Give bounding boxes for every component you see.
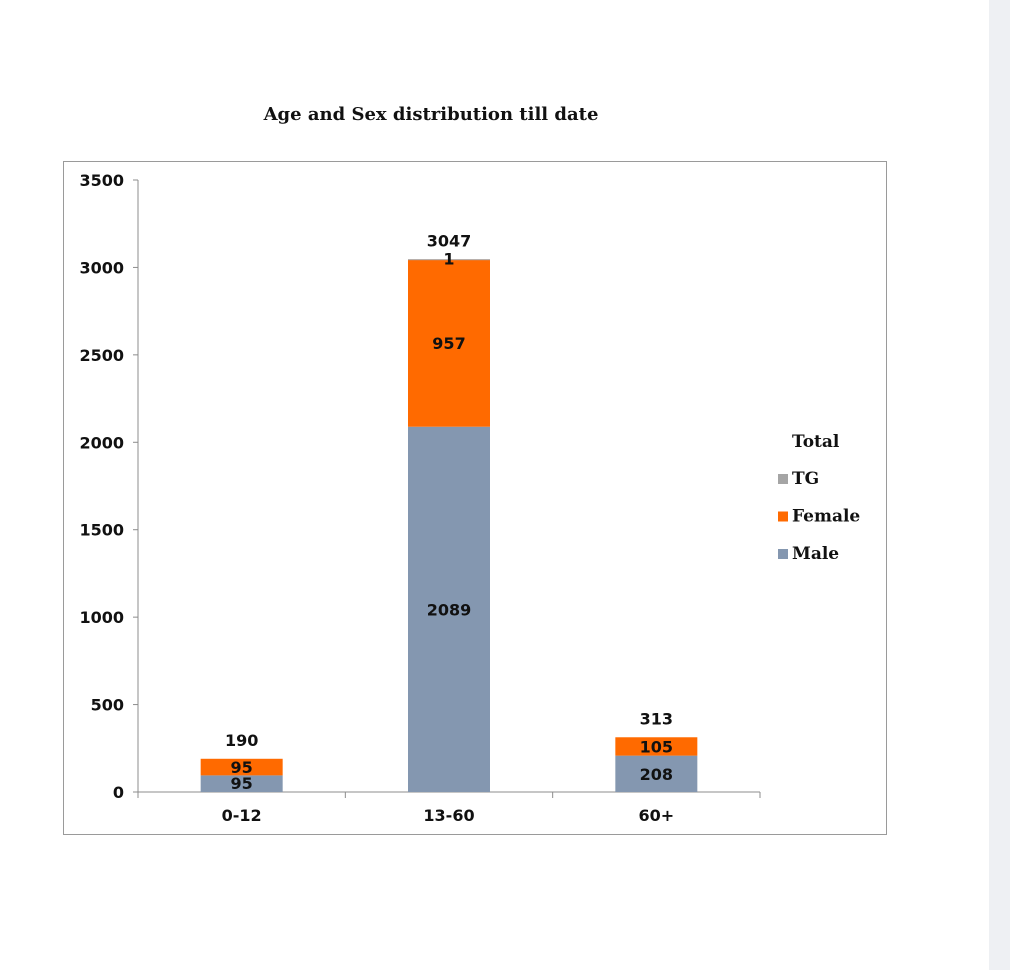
y-tick-label: 500 <box>91 696 124 715</box>
y-tick-label: 3000 <box>79 258 124 277</box>
data-label-tg: 1 <box>443 249 454 268</box>
legend-title: Total <box>792 432 840 452</box>
scrollbar-track[interactable] <box>989 0 1010 970</box>
x-tick-label: 60+ <box>638 806 674 825</box>
y-tick-label: 1000 <box>79 608 124 627</box>
data-label-total: 3047 <box>427 231 472 250</box>
legend-label-tg: TG <box>792 469 819 489</box>
legend-label-female: Female <box>792 507 860 527</box>
data-label-total: 313 <box>640 709 673 728</box>
legend-swatch-female <box>778 511 788 522</box>
y-tick-label: 1500 <box>79 521 124 540</box>
bar-male-13-60 <box>408 426 490 792</box>
bar-tg-13-60 <box>408 259 490 261</box>
data-label-female: 105 <box>640 737 673 756</box>
bar-male-0-12 <box>200 775 283 792</box>
data-label-male: 95 <box>231 774 253 793</box>
bar-female-0-12 <box>200 758 283 776</box>
legend-label-male: Male <box>792 544 839 564</box>
data-label-male: 2089 <box>427 600 472 619</box>
y-tick-label: 2500 <box>79 346 124 365</box>
x-tick-label: 13-60 <box>423 806 474 825</box>
y-tick-label: 0 <box>113 783 124 802</box>
bar-male-60+ <box>615 755 698 792</box>
data-label-female: 95 <box>231 758 253 777</box>
chart-frame <box>63 161 887 835</box>
legend-swatch-tg <box>778 474 788 484</box>
legend-swatch-male <box>778 549 788 559</box>
y-tick-label: 2000 <box>79 433 124 452</box>
x-tick-label: 0-12 <box>222 806 262 825</box>
chart-title: Age and Sex distribution till date <box>263 104 599 125</box>
y-tick-label: 3500 <box>79 171 124 190</box>
data-label-female: 957 <box>432 334 465 353</box>
bar-female-13-60 <box>408 259 490 427</box>
data-label-male: 208 <box>640 765 673 784</box>
data-label-total: 190 <box>225 731 258 750</box>
bar-female-60+ <box>615 737 698 756</box>
